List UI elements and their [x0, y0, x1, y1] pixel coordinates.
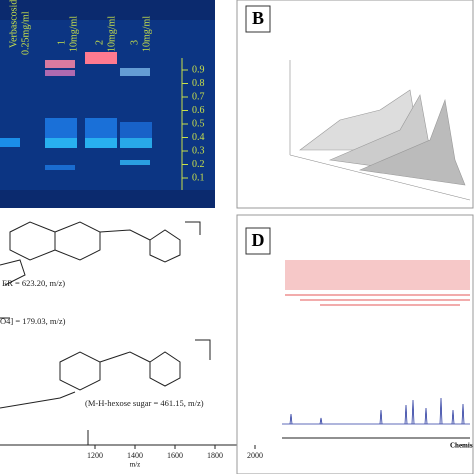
chemical-structure	[0, 221, 211, 409]
annotation: (M-H-hexose sugar = 461.15, m/z)	[85, 398, 204, 408]
axis-label: Chemis	[450, 442, 473, 450]
rf-tick-label: 0.7	[192, 91, 205, 102]
panel-label: D	[252, 230, 265, 250]
x-tick-label: 1600	[167, 451, 183, 460]
panel-d-frame	[236, 214, 474, 474]
rf-tick-label: 0.4	[192, 132, 205, 143]
axis-label: m/z	[130, 461, 141, 469]
ridge-plot	[289, 60, 471, 201]
lane-name: 2	[94, 40, 105, 45]
lane-name: 3	[129, 40, 140, 45]
annotation: ER = 623.20, m/z)	[2, 278, 65, 288]
rf-tick-label: 0.3	[192, 145, 205, 156]
panel-label-box	[245, 5, 271, 33]
lane-concentration: 0.25mg/ml	[20, 11, 31, 55]
rf-tick-label: 0.6	[192, 105, 205, 116]
rf-tick-label: 0.1	[192, 172, 205, 183]
x-tick-label: 1200	[87, 451, 103, 460]
panel-label-box	[245, 227, 271, 255]
nmr-peak-labels	[285, 260, 470, 306]
lane-concentration: 10mg/ml	[106, 16, 117, 52]
x-tick-label: 2000	[247, 451, 263, 460]
rf-tick-label: 0.9	[192, 64, 205, 75]
x-tick-label: 1400	[127, 451, 143, 460]
x-tick-label: 1800	[207, 451, 223, 460]
tlc-plate	[0, 0, 215, 208]
panel-label: B	[252, 8, 264, 28]
lane-name: Verbascoside	[8, 0, 19, 48]
nmr-spectrum	[282, 397, 470, 425]
rf-tick-label: 0.2	[192, 159, 205, 170]
lane-concentration: 10mg/ml	[141, 16, 152, 52]
rf-tick-label: 0.8	[192, 78, 205, 89]
rf-tick-label: 0.5	[192, 118, 205, 129]
lane-concentration: 10mg/ml	[68, 16, 79, 52]
lane-name: 1	[56, 40, 67, 45]
annotation: O4] = 179.03, m/z)	[0, 316, 66, 326]
